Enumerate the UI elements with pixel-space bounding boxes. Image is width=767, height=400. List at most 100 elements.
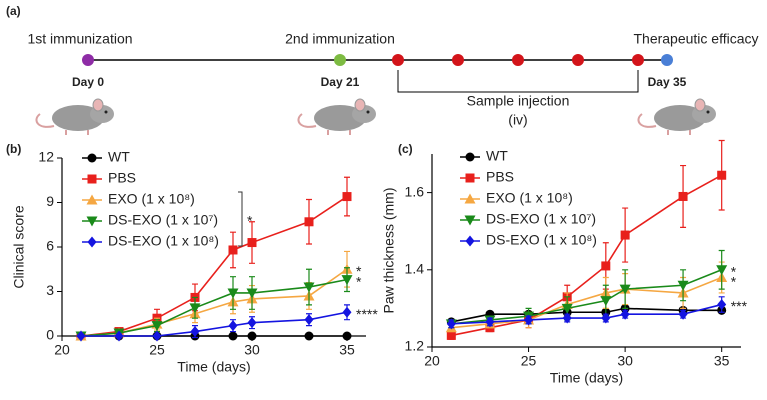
data-point bbox=[677, 280, 689, 291]
data-point bbox=[190, 326, 200, 338]
legend-marker bbox=[86, 216, 98, 227]
legend-marker bbox=[87, 236, 97, 248]
significance-label: * bbox=[356, 263, 362, 279]
data-point bbox=[716, 265, 728, 276]
data-point bbox=[304, 331, 314, 341]
legend-label: WT bbox=[486, 148, 508, 164]
legend-label: PBS bbox=[108, 170, 136, 186]
significance-label: * bbox=[356, 273, 362, 289]
data-point bbox=[600, 296, 612, 307]
injection-route: (iv) bbox=[508, 112, 527, 128]
mouse-ear bbox=[354, 98, 366, 112]
legend-marker bbox=[465, 235, 475, 247]
mouse-eye bbox=[104, 110, 108, 114]
data-point bbox=[342, 306, 352, 318]
legend-label: DS-EXO (1 x 10⁷) bbox=[486, 211, 596, 227]
data-point bbox=[304, 217, 314, 227]
y-tick-label: 0 bbox=[46, 327, 54, 343]
data-point bbox=[678, 308, 688, 320]
event-label: 1st immunization bbox=[27, 31, 132, 47]
day-label: Day 0 bbox=[72, 75, 104, 89]
x-tick-label: 25 bbox=[521, 353, 537, 369]
legend-marker bbox=[465, 152, 475, 162]
data-point bbox=[189, 303, 201, 314]
data-point bbox=[601, 261, 611, 271]
data-point bbox=[524, 314, 534, 326]
mouse-feet bbox=[65, 130, 89, 135]
data-point bbox=[303, 282, 315, 293]
panel-label: (c) bbox=[398, 142, 413, 156]
data-point bbox=[620, 308, 630, 320]
mouse bbox=[35, 98, 114, 135]
legend-marker bbox=[465, 173, 475, 183]
y-tick-label: 1.6 bbox=[405, 183, 425, 199]
significance-label: * bbox=[731, 264, 737, 280]
mouse-ear bbox=[694, 98, 706, 112]
mouse bbox=[637, 98, 716, 135]
data-point bbox=[341, 275, 353, 286]
data-point bbox=[247, 331, 257, 341]
data-point bbox=[247, 317, 257, 329]
panel-label: (b) bbox=[6, 142, 21, 156]
y-tick-label: 6 bbox=[46, 238, 54, 254]
x-axis-title: Time (days) bbox=[177, 359, 250, 375]
legend-label: PBS bbox=[486, 169, 514, 185]
data-point bbox=[342, 192, 352, 202]
mouse-tail bbox=[637, 113, 657, 128]
y-tick-label: 9 bbox=[46, 193, 54, 209]
legend-label: EXO (1 x 10⁸) bbox=[108, 191, 195, 207]
legend-label: WT bbox=[108, 149, 130, 165]
x-tick-label: 30 bbox=[617, 353, 633, 369]
series-line bbox=[81, 311, 348, 337]
timeline-dot bbox=[82, 54, 94, 66]
series-line bbox=[451, 174, 723, 337]
data-point bbox=[619, 284, 631, 295]
significance-label: * bbox=[731, 274, 737, 290]
series-line bbox=[80, 195, 348, 337]
injection-dots bbox=[392, 54, 644, 66]
legend-marker bbox=[87, 174, 97, 184]
injection-label: Sample injection bbox=[467, 93, 570, 109]
data-point bbox=[152, 330, 162, 342]
data-point bbox=[562, 312, 572, 324]
legend-marker bbox=[87, 153, 97, 163]
mouse-feet bbox=[327, 130, 351, 135]
data-point bbox=[304, 314, 314, 326]
timeline-dot bbox=[661, 54, 673, 66]
y-axis-title: Clinical score bbox=[11, 205, 27, 288]
legend-label: DS-EXO (1 x 10⁸) bbox=[486, 232, 597, 248]
data-point bbox=[342, 331, 352, 341]
data-point bbox=[228, 320, 238, 332]
data-point bbox=[76, 330, 86, 342]
mouse-ear bbox=[92, 98, 104, 112]
data-point bbox=[227, 288, 239, 299]
data-point bbox=[446, 318, 456, 330]
x-tick-label: 20 bbox=[54, 342, 70, 358]
y-tick-label: 3 bbox=[46, 282, 54, 298]
data-point bbox=[228, 245, 238, 255]
mouse-eye bbox=[706, 110, 710, 114]
data-point bbox=[717, 299, 727, 311]
legend-marker bbox=[86, 194, 98, 205]
data-point bbox=[247, 238, 257, 248]
mouse bbox=[297, 98, 376, 135]
significance-label: *** bbox=[731, 298, 748, 314]
series-line bbox=[451, 269, 722, 325]
x-tick-label: 20 bbox=[424, 353, 440, 369]
y-axis-title: Paw thickness (mm) bbox=[381, 187, 397, 313]
data-point bbox=[114, 330, 124, 342]
data-point bbox=[678, 191, 688, 201]
timeline-dot bbox=[334, 54, 346, 66]
event-label: 2nd immunization bbox=[285, 31, 395, 47]
series-line bbox=[451, 303, 722, 325]
x-axis-title: Time (days) bbox=[550, 370, 623, 386]
y-tick-label: 1.2 bbox=[405, 338, 425, 354]
legend-label: DS-EXO (1 x 10⁷) bbox=[108, 212, 218, 228]
mouse-eye bbox=[366, 110, 370, 114]
series-line bbox=[80, 278, 348, 337]
data-point bbox=[151, 321, 163, 332]
mice bbox=[35, 98, 716, 135]
data-point bbox=[246, 288, 258, 299]
x-tick-label: 30 bbox=[244, 342, 260, 358]
